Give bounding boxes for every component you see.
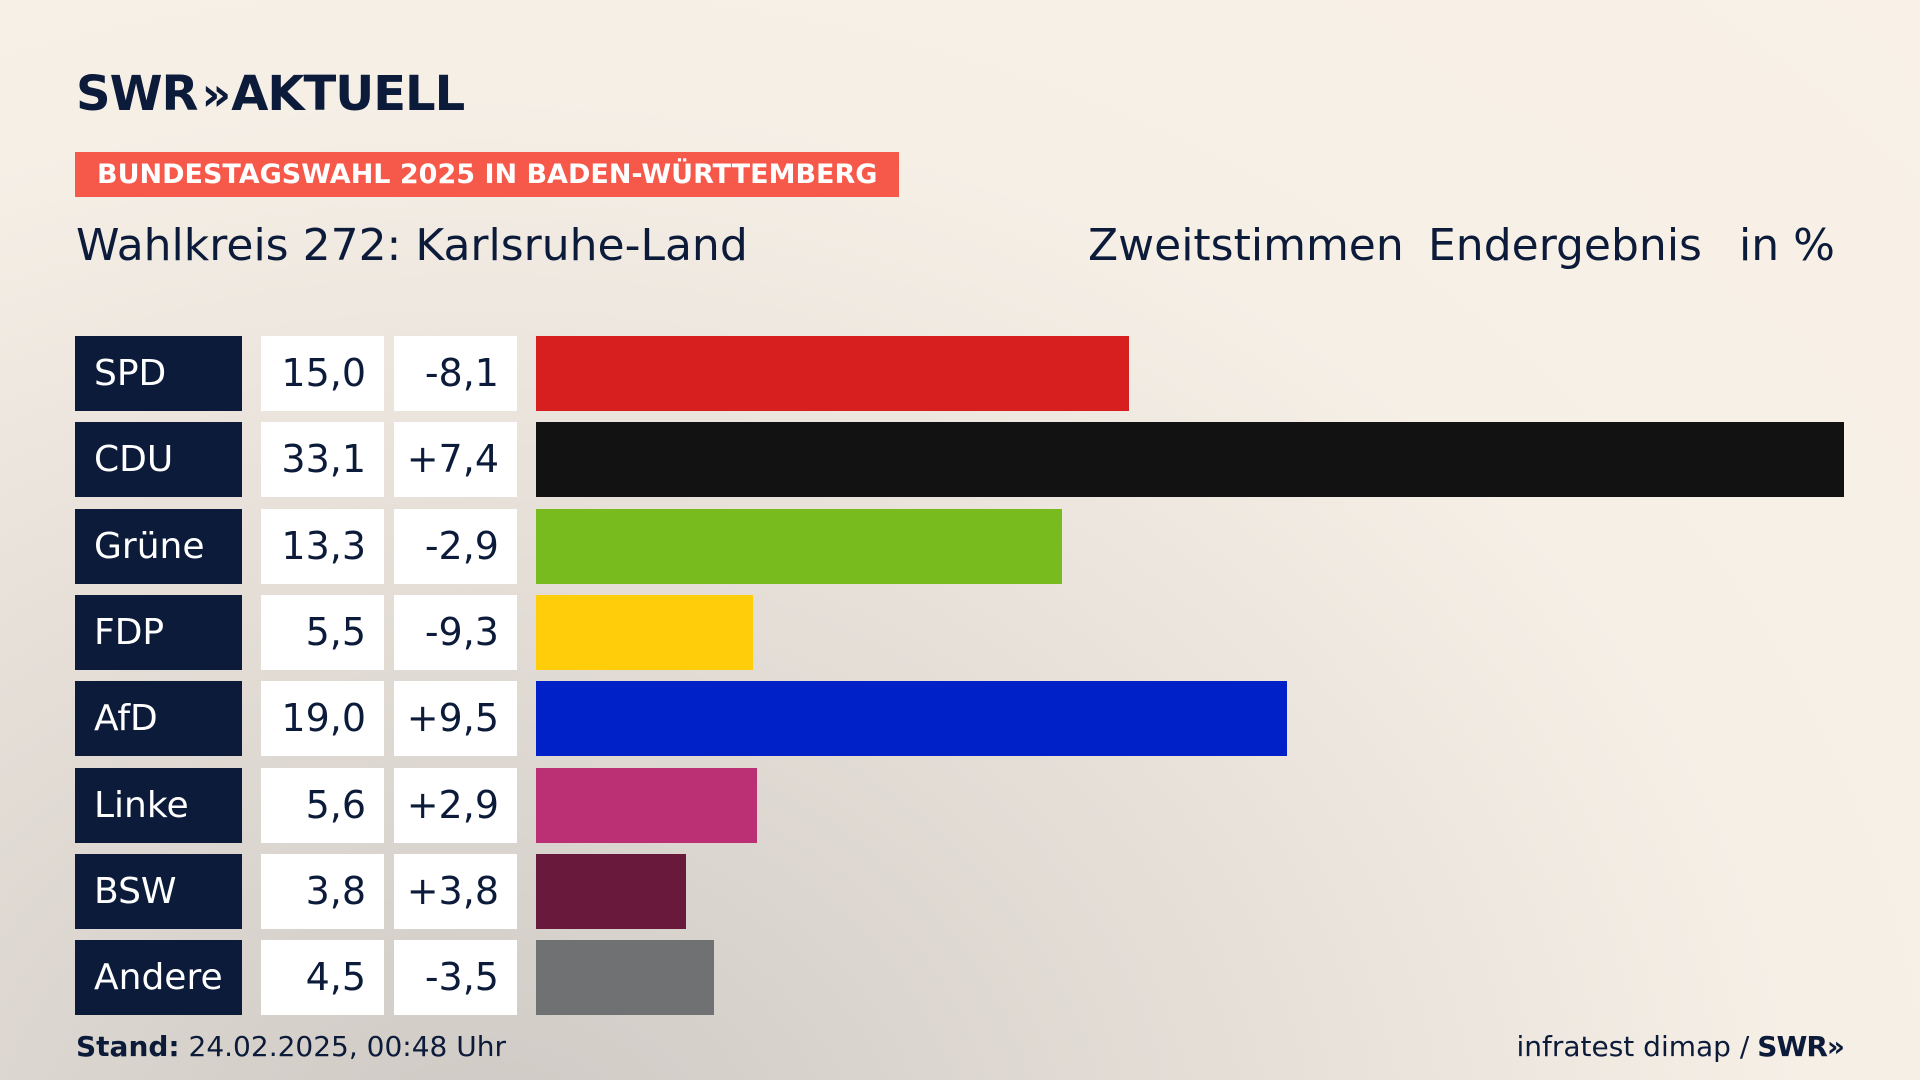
bar-afd — [536, 681, 1287, 756]
value-label: 5,6 — [261, 768, 384, 843]
value-label: 33,1 — [261, 422, 384, 497]
value-label: 13,3 — [261, 509, 384, 584]
chart-row-andere: Andere 4,5 -3,5 — [0, 940, 1920, 1015]
party-label: FDP — [75, 595, 242, 670]
vote-type-label: Zweitstimmen — [1088, 220, 1404, 271]
bar-linke — [536, 768, 757, 843]
swr-aktuell-logo: SWR » AKTUELL — [76, 66, 465, 122]
diff-label: +3,8 — [394, 854, 517, 929]
chart-row-linke: Linke 5,6 +2,9 — [0, 768, 1920, 843]
party-label: Grüne — [75, 509, 242, 584]
wahlkreis-title: Wahlkreis 272: Karlsruhe-Land — [76, 220, 748, 271]
result-type-label: Endergebnis — [1428, 220, 1702, 271]
source-credit: infratest dimap / SWR» — [1516, 1030, 1845, 1063]
value-label: 4,5 — [261, 940, 384, 1015]
bar-spd — [536, 336, 1129, 411]
party-label: CDU — [75, 422, 242, 497]
chart-row-grüne: Grüne 13,3 -2,9 — [0, 509, 1920, 584]
value-label: 19,0 — [261, 681, 384, 756]
unit-label: in % — [1739, 220, 1835, 271]
chart-row-spd: SPD 15,0 -8,1 — [0, 336, 1920, 411]
chart-row-cdu: CDU 33,1 +7,4 — [0, 422, 1920, 497]
party-label: SPD — [75, 336, 242, 411]
value-label: 5,5 — [261, 595, 384, 670]
source-swr-text: SWR — [1757, 1030, 1828, 1063]
bar-cdu — [536, 422, 1844, 497]
stand-value: 24.02.2025, 00:48 Uhr — [188, 1030, 506, 1063]
value-label: 15,0 — [261, 336, 384, 411]
diff-label: -9,3 — [394, 595, 517, 670]
stand-label: Stand: — [76, 1030, 180, 1063]
source-swr-logo: SWR» — [1757, 1030, 1845, 1063]
party-label: BSW — [75, 854, 242, 929]
diff-label: -2,9 — [394, 509, 517, 584]
diff-label: -8,1 — [394, 336, 517, 411]
bar-grüne — [536, 509, 1062, 584]
diff-label: +9,5 — [394, 681, 517, 756]
bar-bsw — [536, 854, 686, 929]
logo-swr: SWR — [76, 66, 198, 122]
diff-label: +2,9 — [394, 768, 517, 843]
chart-row-afd: AfD 19,0 +9,5 — [0, 681, 1920, 756]
diff-label: +7,4 — [394, 422, 517, 497]
bar-andere — [536, 940, 714, 1015]
bar-fdp — [536, 595, 753, 670]
party-label: Andere — [75, 940, 242, 1015]
party-label: AfD — [75, 681, 242, 756]
diff-label: -3,5 — [394, 940, 517, 1015]
source-chevron-icon: » — [1826, 1030, 1845, 1063]
logo-aktuell: AKTUELL — [231, 66, 465, 122]
value-label: 3,8 — [261, 854, 384, 929]
source-text: infratest dimap / — [1516, 1030, 1750, 1063]
chart-row-bsw: BSW 3,8 +3,8 — [0, 854, 1920, 929]
party-label: Linke — [75, 768, 242, 843]
chart-row-fdp: FDP 5,5 -9,3 — [0, 595, 1920, 670]
election-banner: BUNDESTAGSWAHL 2025 IN BADEN-WÜRTTEMBERG — [75, 152, 900, 197]
timestamp: Stand: 24.02.2025, 00:48 Uhr — [76, 1030, 506, 1063]
